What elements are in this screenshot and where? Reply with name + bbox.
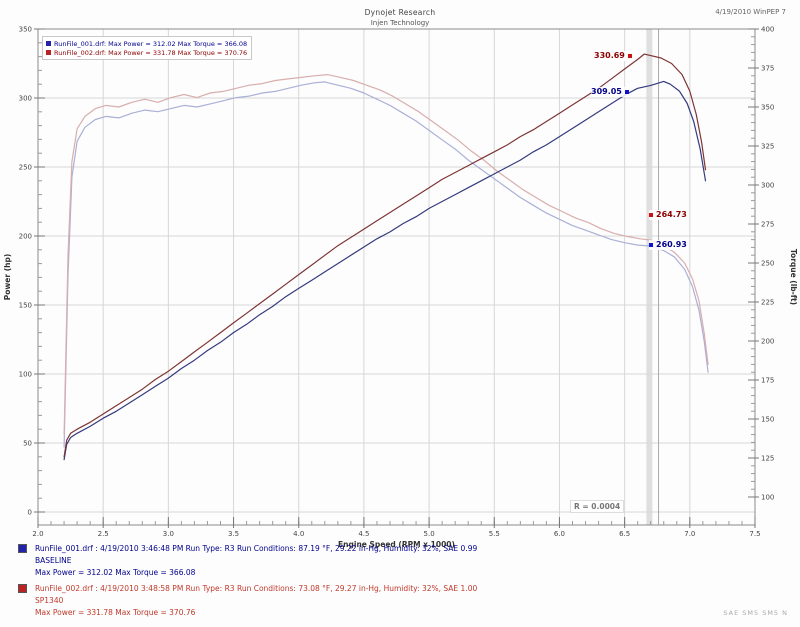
- right-tick-label: 375: [761, 65, 774, 73]
- cursor-value-blue-torque: 260.93: [649, 240, 687, 250]
- legend-swatch-blue-icon: [46, 41, 51, 46]
- plot-legend-row-baseline: RunFile_001.drf: Max Power = 312.02 Max …: [46, 39, 247, 48]
- marker-red-icon: [649, 213, 653, 217]
- right-tick-label: 225: [761, 299, 774, 307]
- plot-legend: RunFile_001.drf: Max Power = 312.02 Max …: [42, 36, 253, 60]
- right-axis-title: Torque (lb-ft): [789, 249, 798, 305]
- cursor-value-red-power-text: 330.69: [594, 51, 625, 60]
- right-tick-label: 300: [761, 182, 774, 190]
- legend-swatch-blue-icon: [18, 544, 27, 553]
- report-datestamp: 4/19/2010 WinPEP 7: [715, 8, 786, 16]
- left-tick-label: 300: [19, 95, 32, 103]
- run1-info-line: RunFile_001.drf : 4/19/2010 3:46:48 PM R…: [35, 544, 478, 553]
- left-tick-label: 350: [19, 26, 32, 34]
- left-tick-label: 50: [23, 440, 32, 448]
- cursor-value-blue-power: 309.05: [591, 87, 629, 97]
- right-tick-label: 350: [761, 104, 774, 112]
- legend-swatch-red-icon: [18, 584, 27, 593]
- x-tick-label: 7.0: [684, 530, 695, 538]
- cursor-value-red-power: 330.69: [594, 51, 632, 61]
- left-tick-label: 0: [28, 509, 32, 517]
- x-tick-label: 7.5: [749, 530, 760, 538]
- dyno-chart: 2.0 2.5 3.0 3.5 4.0 4.5 5.0 5.5 6.0 6.5 7.0 7.5 350 3…: [3, 26, 798, 550]
- run2-max-values: Max Power = 331.78 Max Torque = 370.76: [35, 608, 196, 617]
- right-tick-label: 250: [761, 260, 774, 268]
- left-tick-label: 200: [19, 233, 32, 241]
- marker-red-icon: [627, 54, 632, 58]
- right-tick-label: 275: [761, 221, 774, 229]
- right-tick-label: 125: [761, 455, 774, 463]
- right-tick-label: 325: [761, 143, 774, 151]
- right-tick-label: 150: [761, 416, 774, 424]
- run2-info-line: RunFile_002.drf : 4/19/2010 3:48:58 PM R…: [35, 584, 478, 593]
- x-tick-label: 4.0: [293, 530, 304, 538]
- run1-name: BASELINE: [35, 556, 72, 565]
- x-axis-title: Engine Speed (RPM x 1000): [338, 540, 455, 549]
- marker-blue-icon: [624, 90, 629, 94]
- left-tick-label: 250: [19, 164, 32, 172]
- cursor-value-blue-power-text: 309.05: [591, 87, 622, 96]
- cursor-value-blue-torque-text: 260.93: [656, 240, 687, 249]
- report-header: Dynojet Research Injen Technology: [0, 8, 800, 27]
- run2-name: SP1340: [35, 596, 64, 605]
- report-subtitle: Injen Technology: [370, 19, 430, 27]
- cursor-band[interactable]: [646, 29, 653, 525]
- plot-legend-text-sp1340: RunFile_002.drf: Max Power = 331.78 Max …: [54, 48, 248, 57]
- x-tick-label: 5.0: [424, 530, 435, 538]
- right-tick-label: 175: [761, 377, 774, 385]
- run-legend-entry-sp1340: RunFile_002.drf : 4/19/2010 3:48:58 PM R…: [18, 583, 778, 619]
- x-tick-label: 2.0: [32, 530, 43, 538]
- r-value-readout: R = 0.0004: [570, 500, 625, 513]
- cursor-value-red-torque-text: 264.73: [656, 210, 687, 219]
- plot-legend-text-baseline: RunFile_001.drf: Max Power = 312.02 Max …: [54, 39, 248, 48]
- x-tick-label: 2.5: [98, 530, 109, 538]
- curve-sp1340-power: [63, 53, 707, 458]
- run-legend: RunFile_001.drf : 4/19/2010 3:46:48 PM R…: [18, 543, 778, 623]
- report-title: Dynojet Research: [364, 8, 436, 17]
- legend-swatch-red-icon: [46, 50, 51, 55]
- run1-max-values: Max Power = 312.02 Max Torque = 366.08: [35, 568, 196, 577]
- cursor-value-red-torque: 264.73: [649, 210, 687, 220]
- x-tick-label: 5.5: [489, 530, 500, 538]
- x-tick-label: 6.5: [619, 530, 630, 538]
- right-tick-label: 100: [761, 494, 774, 502]
- x-tick-label: 4.5: [358, 530, 369, 538]
- left-axis-title: Power (hp): [3, 254, 12, 301]
- run-legend-entry-baseline: RunFile_001.drf : 4/19/2010 3:46:48 PM R…: [18, 543, 778, 579]
- x-tick-label: 3.0: [163, 530, 174, 538]
- plot-legend-row-sp1340: RunFile_002.drf: Max Power = 331.78 Max …: [46, 48, 247, 57]
- curve-baseline-power: [63, 80, 707, 461]
- curve-baseline-torque: [63, 81, 709, 448]
- x-tick-label: 6.0: [554, 530, 565, 538]
- x-tick-label: 3.5: [228, 530, 239, 538]
- curve-sp1340-torque: [63, 73, 709, 436]
- right-tick-label: 200: [761, 338, 774, 346]
- smoothing-footer: SAE SM5 SM5 N: [723, 609, 788, 617]
- right-tick-label: 400: [761, 26, 774, 34]
- marker-blue-icon: [649, 243, 653, 247]
- left-tick-label: 100: [19, 371, 32, 379]
- left-tick-label: 150: [19, 302, 32, 310]
